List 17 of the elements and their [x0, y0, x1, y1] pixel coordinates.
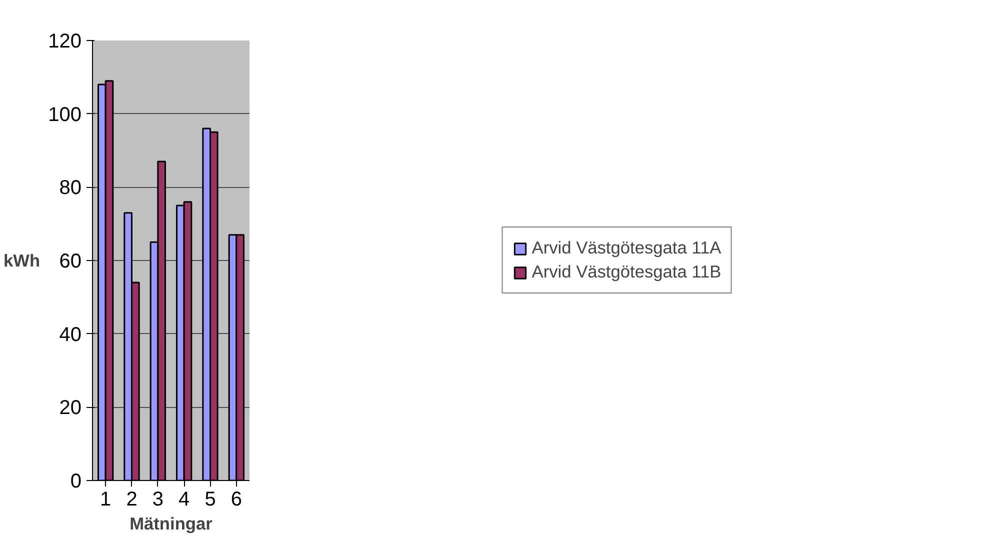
y-axis-title: kWh [4, 250, 40, 270]
y-tick-label: 20 [59, 397, 82, 420]
legend-label: Arvid Västgötesgata 11A [532, 238, 722, 258]
x-tick-label: 3 [152, 488, 164, 510]
y-tick-label: 0 [70, 470, 82, 492]
legend-label: Arvid Västgötesgata 11B [532, 262, 722, 282]
x-axis-title: Mätningar [130, 514, 213, 534]
y-tick-label: 60 [59, 250, 82, 272]
y-tick-label: 100 [48, 104, 82, 126]
y-tick-label: 40 [59, 324, 82, 346]
y-tick-label: 80 [59, 177, 82, 200]
x-tick-label: 1 [100, 488, 112, 510]
x-tick-label: 2 [126, 488, 138, 510]
x-tick-label: 6 [230, 488, 242, 510]
x-tick-label: 5 [204, 488, 216, 510]
x-tick-label: 4 [178, 488, 190, 510]
y-tick-label: 120 [48, 30, 82, 52]
